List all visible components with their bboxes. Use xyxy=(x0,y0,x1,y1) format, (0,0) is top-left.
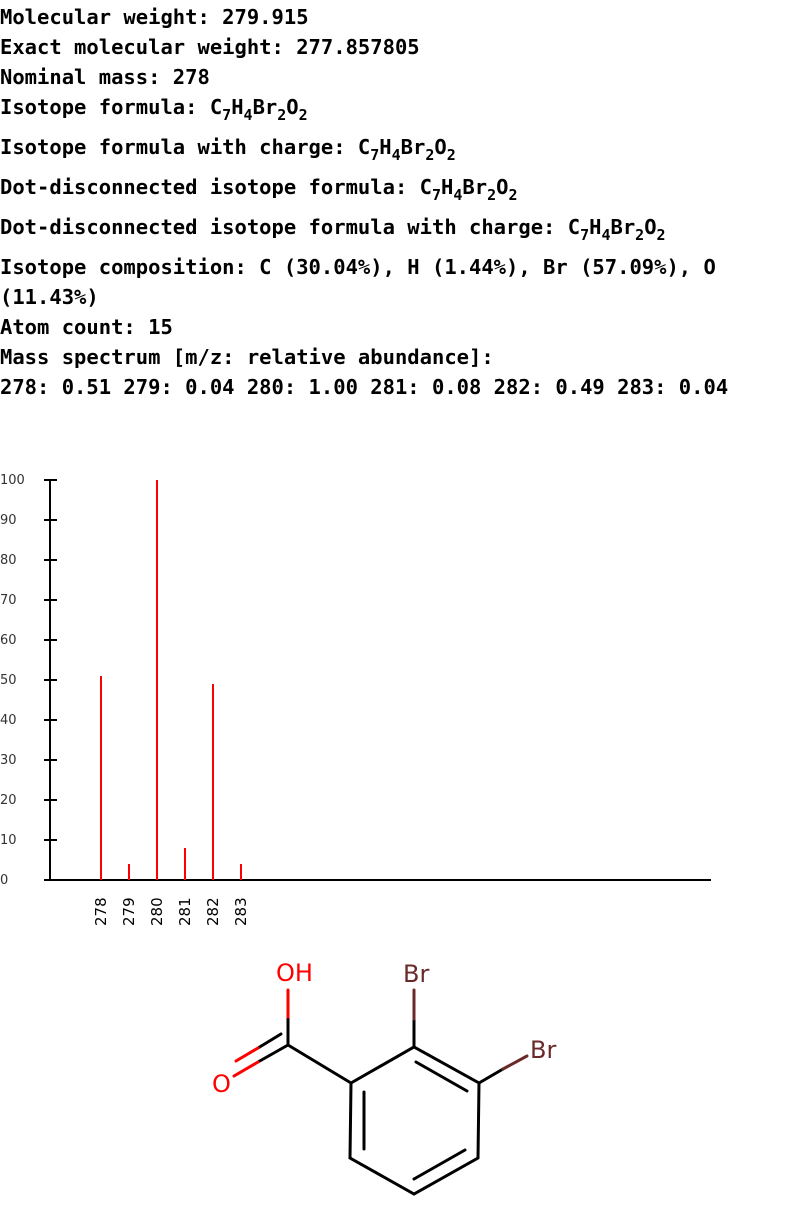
properties-panel: Molecular weight: 279.915 Exact molecula… xyxy=(0,2,790,402)
bond xyxy=(256,1032,283,1050)
element-symbol: C xyxy=(357,135,371,159)
atom-oh: OH xyxy=(276,959,313,987)
bond xyxy=(412,1148,467,1181)
x-tick-label: 281 xyxy=(176,897,194,926)
dot-formula: Dot-disconnected isotope formula: C7H4Br… xyxy=(0,167,790,207)
formula: C7H4Br2O2 xyxy=(209,95,308,123)
element-count: 2 xyxy=(656,226,666,244)
label: Isotope formula with charge: xyxy=(0,135,358,159)
formula: C7H4Br2O2 xyxy=(567,215,666,243)
label: Dot-disconnected isotope formula with ch… xyxy=(0,215,568,239)
element-symbol: O xyxy=(644,215,657,239)
element-symbol: C xyxy=(419,175,432,199)
bond xyxy=(234,1046,260,1063)
mass-spectrum-label: Mass spectrum [m/z: relative abundance]: xyxy=(0,345,494,369)
element-symbol: H xyxy=(441,175,454,199)
mass-spectrum: 278: 0.51 279: 0.04 280: 1.00 281: 0.08 … xyxy=(0,375,729,399)
element-symbol: Br xyxy=(400,135,426,159)
element-count: 2 xyxy=(446,146,456,164)
bond xyxy=(256,1043,290,1064)
molecular-weight: Molecular weight: 279.915 xyxy=(0,5,309,29)
element-count: 2 xyxy=(425,146,435,164)
element-count: 4 xyxy=(391,146,401,164)
nominal-mass: Nominal mass: 278 xyxy=(0,65,210,89)
element-count: 7 xyxy=(370,146,380,164)
y-tick-label: 10 xyxy=(0,833,17,848)
element-count: 4 xyxy=(601,226,611,244)
mass-spectrum-chart: 0 10 20 30 40 50 60 70 80 90 100 278 279 280 281 282 283 xyxy=(0,473,711,926)
element-count: 2 xyxy=(635,226,645,244)
y-tick-label: 70 xyxy=(0,593,17,608)
y-tick-label: 100 xyxy=(0,473,25,488)
x-tick-label: 279 xyxy=(120,897,138,926)
element-symbol: H xyxy=(231,95,244,119)
label: Dot-disconnected isotope formula: xyxy=(0,175,420,199)
element-symbol: C xyxy=(209,95,223,119)
element-count: 2 xyxy=(487,186,497,204)
y-tick-label: 30 xyxy=(0,753,17,768)
element-count: 7 xyxy=(580,226,590,244)
y-tick-label: 80 xyxy=(0,553,17,568)
bond xyxy=(232,1060,260,1078)
element-symbol: Br xyxy=(462,175,488,199)
bond xyxy=(414,1060,469,1093)
isotope-composition: Isotope composition: C (30.04%), H (1.44… xyxy=(0,255,716,309)
element-symbol: O xyxy=(286,95,299,119)
element-count: 4 xyxy=(243,106,253,124)
benzene-ring xyxy=(348,1045,481,1196)
formula: C7H4Br2O2 xyxy=(357,135,456,163)
y-tick-label: 90 xyxy=(0,513,17,528)
formula: C7H4Br2O2 xyxy=(419,175,518,203)
atom-o: O xyxy=(212,1070,231,1098)
element-count: 2 xyxy=(508,186,518,204)
exact-weight: Exact molecular weight: 277.857805 xyxy=(0,35,420,59)
element-count: 7 xyxy=(431,186,442,204)
dot-formula-charge: Dot-disconnected isotope formula with ch… xyxy=(0,207,790,247)
y-tick-label: 0 xyxy=(0,873,8,888)
atom-br: Br xyxy=(403,960,429,988)
element-count: 7 xyxy=(222,106,232,124)
element-symbol: O xyxy=(434,135,447,159)
isotope-formula-charge: Isotope formula with charge: C7H4Br2O2 xyxy=(0,127,790,167)
element-symbol: H xyxy=(589,215,602,239)
element-symbol: O xyxy=(496,175,509,199)
bond xyxy=(286,1043,353,1085)
element-symbol: Br xyxy=(252,95,278,119)
atom-count: Atom count: 15 xyxy=(0,315,173,339)
element-count: 2 xyxy=(277,106,287,124)
element-symbol: Br xyxy=(610,215,636,239)
element-symbol: H xyxy=(379,135,392,159)
x-tick-label: 282 xyxy=(204,897,222,926)
y-tick-label: 50 xyxy=(0,673,17,688)
bond xyxy=(501,1054,529,1071)
atom-br: Br xyxy=(530,1036,556,1064)
y-tick-label: 60 xyxy=(0,633,17,648)
x-tick-label: 280 xyxy=(148,897,166,926)
element-symbol: C xyxy=(567,215,581,239)
element-count: 2 xyxy=(298,106,308,124)
x-tick-label: 283 xyxy=(232,897,250,926)
x-tick-label: 278 xyxy=(92,897,110,926)
isotope-formula: Isotope formula: C7H4Br2O2 xyxy=(0,92,790,127)
element-count: 4 xyxy=(453,186,463,204)
bond xyxy=(477,1067,505,1085)
y-tick-label: 40 xyxy=(0,713,17,728)
label: Isotope formula: xyxy=(0,95,210,119)
y-tick-label: 20 xyxy=(0,793,17,808)
